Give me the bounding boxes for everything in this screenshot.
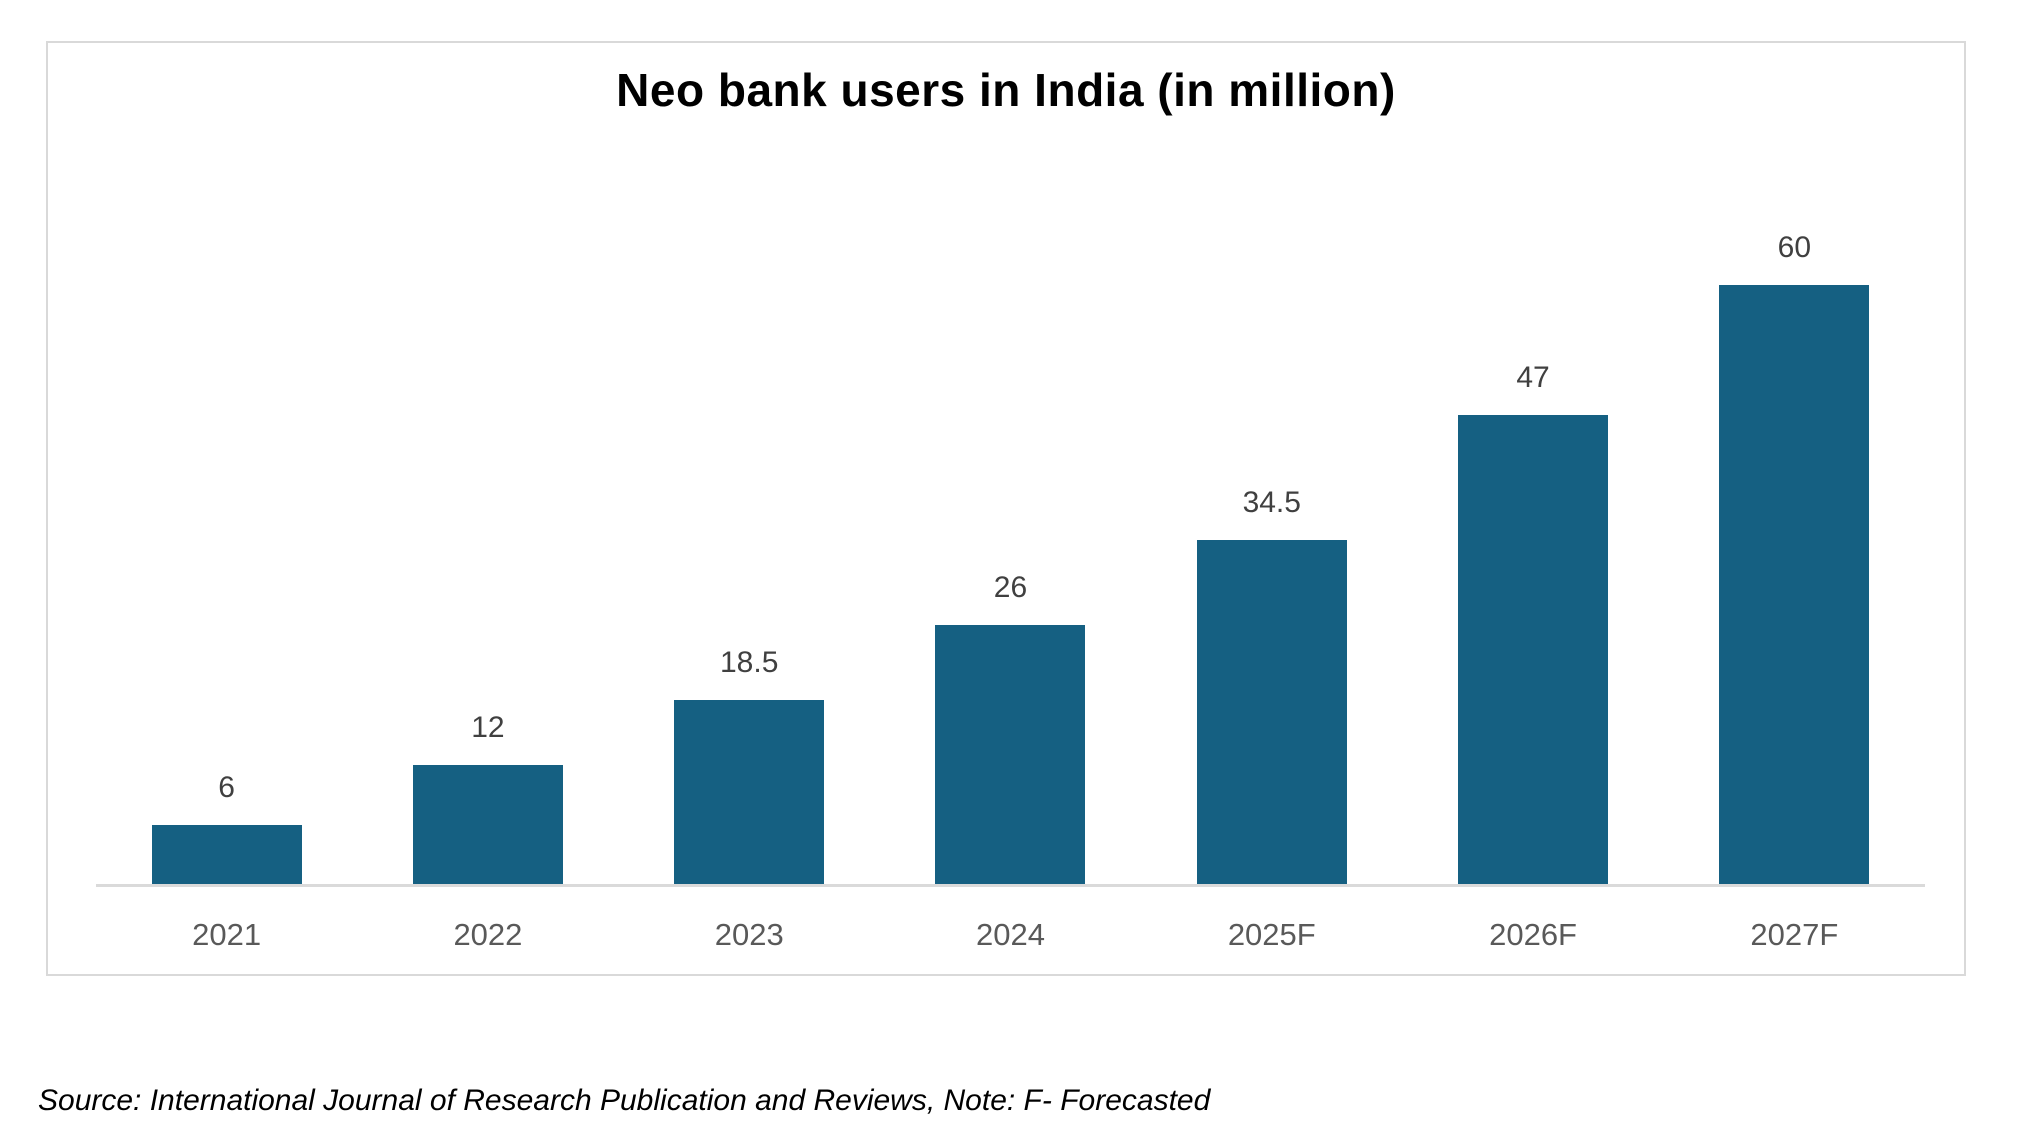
plot-area: 6 12 18.5 26 34.5 47 60 [96,43,1925,885]
bar-group: 26 [880,43,1141,885]
bar-value-label: 6 [218,771,235,804]
x-tick-label: 2027F [1750,917,1839,952]
chart-title: Neo bank users in India (in million) [616,64,1396,116]
bar-value-label: 26 [993,571,1028,604]
bar [1719,285,1870,885]
bar-group: 12 [357,43,618,885]
x-axis-line [96,884,1925,887]
bar-value-label: 47 [1516,361,1550,394]
x-tick-label: 2025F [1227,917,1316,952]
x-tick-label: 2024 [976,917,1045,952]
bar [1458,415,1609,885]
x-tick-label: 2023 [714,917,784,952]
bar-group: 18.5 [619,43,880,885]
bar [935,625,1086,885]
x-tick-label: 2021 [192,917,262,952]
x-axis-labels: 2021 2022 2023 2024 2025F 2026F 2027F [96,917,1925,953]
chart-panel: Neo bank users in India (in million) 6 12… [46,41,1966,976]
bar-value-label: 60 [1777,231,1812,264]
source-note: Source: International Journal of Researc… [38,1084,1211,1117]
bar-value-label: 18.5 [720,646,779,679]
bar [151,825,302,885]
bar-value-label: 12 [471,711,505,744]
bar-group: 34.5 [1141,43,1402,885]
bar [674,700,825,885]
x-tick-label: 2022 [453,917,523,952]
bar-group: 6 [96,43,357,885]
x-tick-label: 2026F [1489,917,1577,952]
bar [412,765,563,885]
bar-value-label: 34.5 [1242,486,1301,519]
bar [1196,540,1347,885]
bar-group: 47 [1402,43,1663,885]
bar-group: 60 [1664,43,1925,885]
